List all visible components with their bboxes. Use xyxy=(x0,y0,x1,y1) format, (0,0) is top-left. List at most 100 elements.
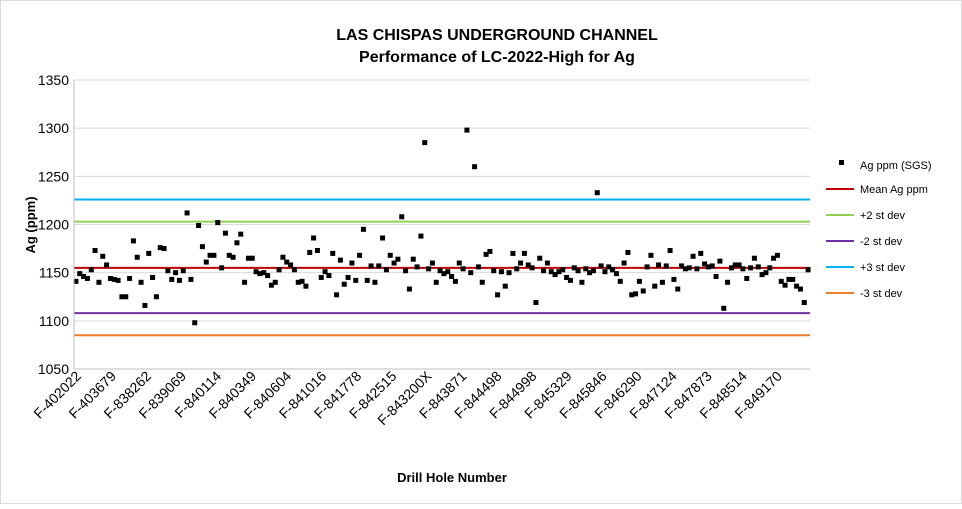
data-point xyxy=(732,262,738,268)
data-point xyxy=(587,270,593,276)
data-point xyxy=(621,260,627,266)
data-point xyxy=(663,263,669,269)
y-tick-label: 1100 xyxy=(39,313,69,329)
data-point xyxy=(675,286,681,292)
data-point xyxy=(318,274,324,280)
data-point xyxy=(253,269,259,275)
data-point xyxy=(537,255,543,261)
data-point xyxy=(759,272,765,278)
data-point xyxy=(571,265,577,271)
data-point xyxy=(541,268,547,274)
data-point xyxy=(115,277,121,283)
data-point xyxy=(77,271,83,277)
data-point xyxy=(211,252,217,258)
data-point xyxy=(452,278,458,284)
data-point xyxy=(479,279,485,285)
data-point xyxy=(748,265,754,271)
data-point xyxy=(165,268,171,274)
data-point xyxy=(222,230,228,236)
data-point xyxy=(403,268,409,274)
data-point xyxy=(299,278,305,284)
data-point xyxy=(495,292,501,298)
data-point xyxy=(245,255,251,261)
data-point xyxy=(364,277,370,283)
data-point xyxy=(487,248,493,254)
data-point xyxy=(84,275,90,281)
legend-label-reference: Mean Ag ppm xyxy=(860,184,928,196)
data-point xyxy=(529,265,535,271)
data-point xyxy=(196,222,202,228)
data-point xyxy=(215,220,221,226)
data-point xyxy=(721,305,727,311)
data-points xyxy=(73,127,811,326)
data-point xyxy=(636,278,642,284)
data-point xyxy=(736,262,742,268)
data-point xyxy=(506,270,512,276)
data-point xyxy=(483,251,489,257)
data-point xyxy=(88,267,94,273)
data-point xyxy=(146,250,152,256)
data-point xyxy=(771,255,777,261)
data-point xyxy=(157,245,163,251)
data-point xyxy=(288,262,294,268)
data-point xyxy=(560,267,566,273)
data-point xyxy=(334,292,340,298)
data-point xyxy=(303,283,309,289)
data-point xyxy=(801,300,807,306)
data-point xyxy=(184,210,190,216)
data-point xyxy=(360,226,366,232)
data-point xyxy=(322,269,328,275)
data-point xyxy=(330,250,336,256)
data-point xyxy=(272,279,278,285)
data-point xyxy=(261,270,267,276)
data-point xyxy=(445,269,451,275)
data-point xyxy=(475,264,481,270)
data-point xyxy=(682,266,688,272)
data-point xyxy=(686,265,692,271)
legend-item-reference: -3 st dev xyxy=(826,288,903,300)
data-point xyxy=(667,248,673,254)
data-point xyxy=(422,140,428,146)
data-point xyxy=(790,276,796,282)
data-point xyxy=(123,294,129,300)
data-point xyxy=(629,292,635,298)
data-point xyxy=(226,252,232,258)
data-point xyxy=(698,250,704,256)
data-point xyxy=(606,264,612,270)
data-point xyxy=(740,266,746,272)
y-tick-label: 1300 xyxy=(38,120,69,136)
data-point xyxy=(173,270,179,276)
legend: Ag ppm (SGS) Mean Ag ppm +2 st dev -2 st de… xyxy=(826,160,932,300)
data-point xyxy=(314,248,320,254)
data-point xyxy=(705,264,711,270)
data-point xyxy=(180,268,186,274)
data-point xyxy=(713,274,719,280)
data-point xyxy=(295,279,301,285)
data-point xyxy=(464,127,470,133)
data-point xyxy=(472,164,478,170)
data-point xyxy=(92,248,98,254)
data-point xyxy=(433,279,439,285)
data-point xyxy=(502,283,508,289)
data-point xyxy=(150,274,156,280)
data-point xyxy=(280,254,286,260)
data-point xyxy=(460,266,466,272)
data-point xyxy=(728,265,734,271)
data-point xyxy=(552,272,558,278)
data-point xyxy=(648,252,654,258)
data-point xyxy=(307,249,313,255)
data-point xyxy=(786,276,792,282)
legend-item-series: Ag ppm (SGS) xyxy=(839,160,932,172)
chart-subtitle: Performance of LC-2022-High for Ag xyxy=(359,49,635,66)
data-point xyxy=(127,275,133,281)
data-point xyxy=(744,275,750,281)
data-point xyxy=(533,300,539,306)
data-point xyxy=(142,302,148,308)
y-tick-label: 1250 xyxy=(38,168,69,184)
data-point xyxy=(694,266,700,272)
data-point xyxy=(230,254,236,260)
data-point xyxy=(602,269,608,275)
data-point xyxy=(242,279,248,285)
